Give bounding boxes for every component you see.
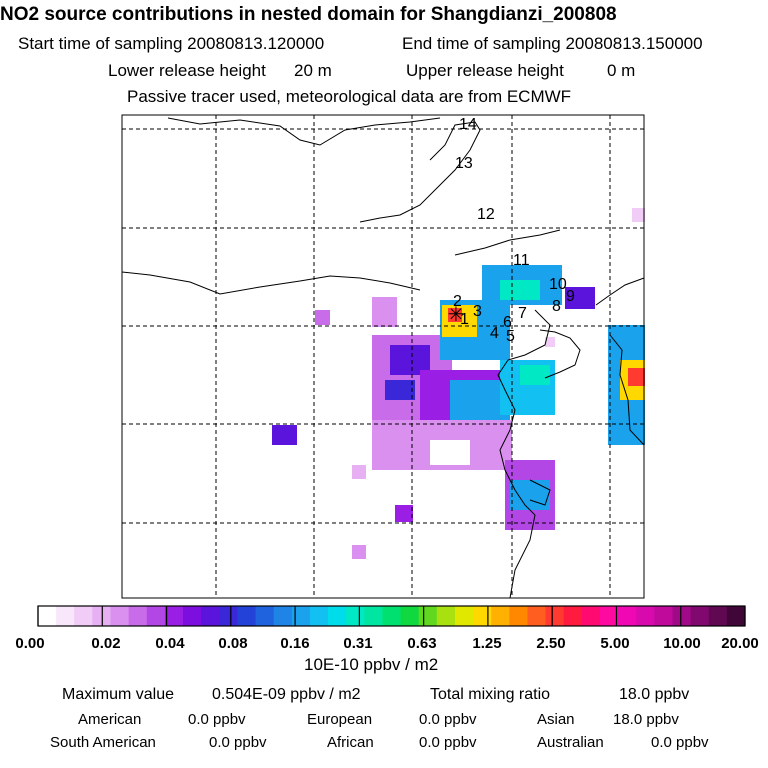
colorbar-swatch (201, 606, 220, 626)
colorbar-swatch (491, 606, 510, 626)
region-name-asian: Asian (537, 711, 575, 728)
colorbar-swatch (599, 606, 619, 626)
region-value-south-american: 0.0 ppbv (209, 734, 267, 751)
colorbar-swatch (364, 606, 383, 626)
colorbar-swatch (690, 606, 710, 626)
region-label-14: 14 (459, 116, 477, 133)
region-label-5: 5 (506, 328, 515, 345)
region-name-european: European (307, 711, 373, 728)
colorbar-swatch (527, 606, 547, 626)
concentration-field (272, 208, 645, 559)
total-mixing-label: Total mixing ratio (430, 686, 551, 703)
region-label-8: 8 (552, 298, 561, 315)
region-label-9: 9 (566, 288, 575, 305)
colorbar-swatch (291, 606, 311, 626)
lower-release-label: Lower release height (108, 61, 266, 80)
colorbar-tick-label: 0.63 (407, 635, 436, 652)
region-name-african: African (327, 734, 374, 751)
region-name-australian: Australian (537, 734, 604, 751)
region-label-6: 6 (503, 314, 512, 331)
map-frame (121, 114, 645, 599)
region-label-3: 3 (473, 303, 482, 320)
colorbar-swatch (382, 606, 402, 626)
colorbar-swatch (454, 606, 474, 626)
colorbar-tick-label: 20.00 (721, 635, 759, 652)
region-name-south-american: South American (50, 734, 156, 751)
colorbar-swatch (400, 606, 420, 626)
colorbar-tick-labels: 0.00 0.02 0.04 0.08 0.16 0.31 0.63 1.25 … (15, 635, 758, 652)
colorbar-swatch (183, 606, 202, 626)
colorbar-swatch (164, 606, 184, 626)
region-value-african: 0.0 ppbv (419, 734, 477, 751)
colorbar-swatch (309, 606, 329, 626)
region-value-asian: 18.0 ppbv (613, 711, 679, 728)
total-mixing-value: 18.0 ppbv (619, 686, 690, 703)
colorbar-swatch (110, 606, 130, 626)
region-label-10: 10 (549, 276, 567, 293)
colorbar-swatch (146, 606, 166, 626)
colorbar-swatch (38, 606, 57, 626)
colorbar-tick-label: 2.50 (536, 635, 565, 652)
colorbar-tick-marks (37, 606, 746, 626)
region-name-american: American (78, 711, 142, 728)
region-labels: 1 2 3 4 5 6 7 8 9 10 11 12 13 14 (453, 116, 575, 345)
lower-release-value: 20 m (294, 61, 332, 80)
colorbar-swatch (436, 606, 456, 626)
colorbar-swatch (128, 606, 148, 626)
region-label-13: 13 (455, 155, 473, 172)
colorbar-unit: 10E-10 ppbv / m2 (304, 655, 439, 674)
colorbar-swatch (418, 606, 438, 626)
colorbar-tick-label: 0.31 (343, 635, 372, 652)
page-title: NO2 source contributions in nested domai… (0, 4, 617, 25)
colorbar-swatch (636, 606, 655, 626)
colorbar-swatch (545, 606, 565, 626)
start-time: Start time of sampling 20080813.120000 (18, 34, 325, 53)
colorbar (38, 606, 746, 626)
coastlines (121, 117, 645, 599)
colorbar-swatch (237, 606, 257, 626)
site-marker-icon: ✳ (448, 302, 465, 326)
colorbar-swatch (654, 606, 673, 626)
region-value-european: 0.0 ppbv (419, 711, 477, 728)
region-label-4: 4 (490, 325, 499, 342)
colorbar-swatch (473, 606, 492, 626)
colorbar-swatch (726, 606, 746, 626)
region-label-2: 2 (453, 293, 462, 310)
colorbar-tick-label: 0.08 (218, 635, 247, 652)
colorbar-swatch (581, 606, 601, 626)
upper-release-value: 0 m (607, 61, 636, 80)
colorbar-swatch (708, 606, 728, 626)
colorbar-swatch (563, 606, 583, 626)
region-label-7: 7 (518, 305, 527, 322)
colorbar-swatch (672, 606, 692, 626)
tracer-note: Passive tracer used, meteorological data… (127, 87, 572, 106)
region-value-australian: 0.0 ppbv (651, 734, 709, 751)
upper-release-label: Upper release height (406, 61, 564, 80)
colorbar-swatch (509, 606, 528, 626)
max-value: 0.504E-09 ppbv / m2 (212, 686, 361, 703)
colorbar-swatch (273, 606, 293, 626)
colorbar-tick-label: 1.25 (472, 635, 501, 652)
colorbar-tick-label: 10.00 (663, 635, 701, 652)
colorbar-swatch (255, 606, 275, 626)
colorbar-swatch (56, 606, 75, 626)
colorbar-swatch (618, 606, 637, 626)
colorbar-swatch (328, 606, 347, 626)
max-value-label: Maximum value (62, 686, 175, 703)
colorbar-tick-label: 0.16 (280, 635, 309, 652)
region-label-12: 12 (477, 206, 495, 223)
region-label-1: 1 (460, 311, 469, 328)
colorbar-swatch (219, 606, 238, 626)
map-grid (122, 115, 644, 598)
colorbar-tick-label: 0.02 (91, 635, 120, 652)
colorbar-tick-label: 0.00 (15, 635, 44, 652)
region-value-american: 0.0 ppbv (188, 711, 246, 728)
colorbar-swatch (74, 606, 93, 626)
region-label-11: 11 (513, 252, 530, 269)
colorbar-tick-label: 5.00 (600, 635, 629, 652)
colorbar-swatch (346, 606, 365, 626)
end-time: End time of sampling 20080813.150000 (402, 34, 703, 53)
colorbar-tick-label: 0.04 (155, 635, 185, 652)
